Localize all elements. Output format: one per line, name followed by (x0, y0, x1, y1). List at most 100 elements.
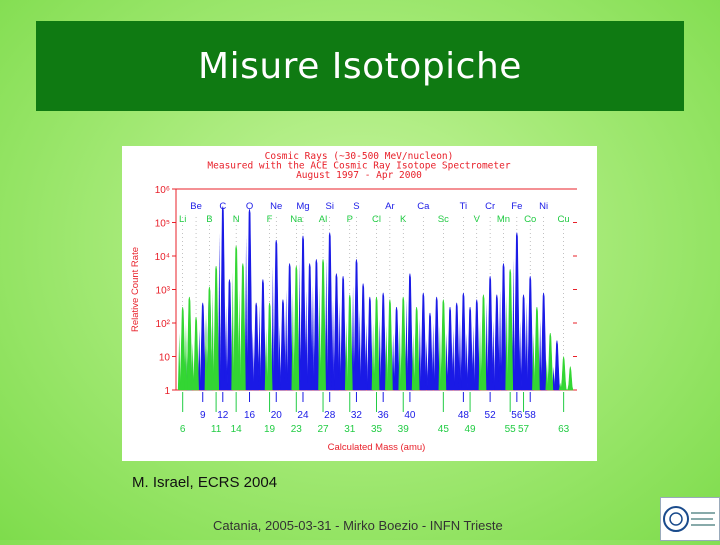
peak-blue (313, 259, 320, 391)
peak-blue (427, 312, 433, 391)
peak-green (213, 266, 220, 391)
element-label-top: O (246, 201, 253, 212)
peak-blue-shoulder (418, 318, 422, 390)
mass-label-top: 20 (271, 410, 283, 421)
peak-blue (493, 294, 500, 391)
figure-caption: M. Israel, ECRS 2004 (132, 474, 278, 491)
chart-figure: Cosmic Rays (~30-500 MeV/nucleon) Measure… (122, 146, 597, 461)
peak-green-shoulder (211, 292, 214, 390)
peak-blue (253, 302, 260, 391)
element-label-top: Ne (270, 201, 282, 212)
peak-green (186, 296, 193, 391)
chart-title-line: Measured with the ACE Cosmic Ray Isotope… (207, 161, 510, 172)
element-label-bottom: Na (290, 214, 303, 225)
peak-green-shoulder (291, 292, 295, 390)
element-label-bottom: F (267, 214, 273, 225)
element-label-bottom: Co (524, 214, 536, 225)
mass-label-bottom: 14 (231, 424, 243, 435)
y-tick-label: 10⁴ (155, 252, 170, 263)
peak-blue-shoulder (271, 266, 275, 390)
peak-blue (527, 276, 534, 391)
peak-blue (219, 206, 226, 391)
mass-label-bottom: 6 (180, 424, 186, 435)
peak-blue-shoulder (525, 302, 529, 390)
peak-blue (520, 294, 527, 391)
peak-green-shoulder (545, 359, 549, 390)
peak-blue-shoulder (451, 328, 455, 390)
peak-blue-shoulder (431, 323, 435, 390)
peak-green (400, 296, 407, 391)
mass-label-top: 36 (378, 410, 390, 421)
peak-blue-shoulder (284, 289, 288, 390)
peak-blue (500, 263, 507, 391)
peak-blue-shoulder (425, 338, 428, 390)
mass-label-top: 52 (485, 410, 497, 421)
peak-blue-shoulder (358, 309, 361, 390)
peak-green (440, 299, 447, 391)
peak-blue (366, 296, 373, 391)
peak-green (547, 333, 554, 391)
mass-label-top: 32 (351, 410, 363, 421)
y-tick-label: 10⁵ (155, 219, 170, 230)
element-label-top: Ti (460, 201, 468, 212)
peak-blue-shoulder (217, 232, 221, 390)
element-label-bottom: Mn (497, 214, 510, 225)
y-tick-label: 10² (156, 319, 171, 330)
peak-green-shoulder (231, 271, 234, 390)
peak-green (193, 317, 199, 391)
peak-blue (540, 292, 547, 391)
peak-green (206, 286, 213, 391)
element-label-top: Ar (385, 201, 395, 212)
y-tick-label: 10³ (156, 286, 171, 297)
slide-footer: Catania, 2005-03-31 - Mirko Boezio - INF… (213, 518, 503, 533)
element-label-top: Fe (511, 201, 522, 212)
mass-label-top: 12 (217, 410, 229, 421)
peak-green (386, 299, 393, 391)
peak-blue (433, 296, 440, 391)
element-label-top: Be (190, 201, 202, 212)
peak-blue (226, 279, 233, 391)
peak-blue-shoulder (258, 305, 261, 390)
peak-green-shoulder (191, 343, 194, 390)
peak-blue (554, 340, 560, 391)
peak-blue (473, 299, 480, 391)
element-label-top: Mg (296, 201, 309, 212)
element-label-bottom: Cl (372, 214, 381, 225)
peak-green (533, 306, 540, 391)
peak-blue-shoulder (324, 258, 328, 390)
mass-label-bottom: 55 (505, 424, 517, 435)
peak-blue-shoulder (304, 289, 308, 390)
peak-blue-shoulder (471, 325, 475, 390)
element-label-top: Cr (485, 201, 495, 212)
mass-label-bottom: 23 (291, 424, 303, 435)
mass-label-bottom: 39 (398, 424, 410, 435)
peak-blue (306, 263, 313, 391)
mass-label-bottom: 11 (211, 424, 222, 435)
peak-green (233, 245, 240, 391)
peak-green (293, 266, 300, 391)
peak-green-shoulder (344, 320, 348, 390)
peak-green (373, 296, 380, 391)
peak-blue (259, 279, 266, 391)
peak-green (480, 294, 487, 391)
peak-blue (420, 292, 427, 391)
y-tick-label: 1 (164, 386, 170, 397)
peak-blue-shoulder (492, 320, 495, 390)
mass-label-top: 58 (525, 410, 537, 421)
peak-green-shoulder (398, 323, 402, 390)
element-label-bottom: P (347, 214, 353, 225)
peak-blue-shoulder (351, 285, 355, 390)
peak-green-shoulder (558, 382, 562, 390)
peak-green-shoulder (478, 320, 482, 390)
slide-title-bar: Misure Isotopiche (36, 21, 684, 111)
peak-green (179, 306, 186, 391)
element-label-top: Ni (539, 201, 548, 212)
peak-green (560, 356, 567, 391)
peak-blue-shoulder (498, 289, 502, 390)
mass-label-bottom: 63 (558, 424, 570, 435)
peak-blue-shoulder (331, 299, 335, 390)
peak-green (567, 366, 574, 391)
peak-blue-shoulder (298, 261, 301, 390)
element-label-top: Si (325, 201, 333, 212)
peak-blue-shoulder (518, 320, 522, 390)
